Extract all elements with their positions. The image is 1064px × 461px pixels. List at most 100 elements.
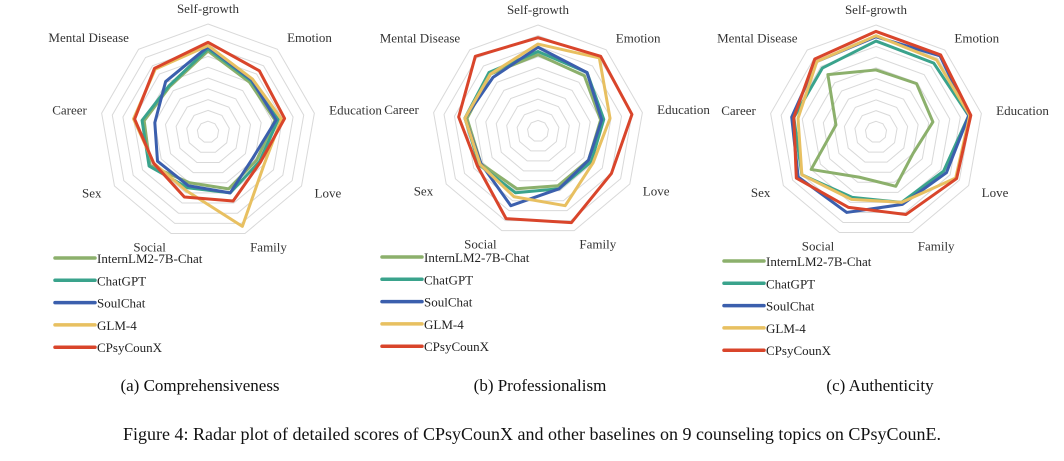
series-line-glm-4 <box>463 42 612 208</box>
subcaption-authenticity: (c) Authenticity <box>826 376 934 395</box>
legend-label: GLM-4 <box>424 317 464 332</box>
legend-label: GLM-4 <box>766 321 806 336</box>
grid-ring <box>433 24 643 232</box>
series-line-cpsycounx <box>457 36 634 225</box>
grid-ring <box>854 110 898 153</box>
grid-ring <box>801 56 951 203</box>
legend[interactable]: InternLM2-7B-Chat ChatGPT SoulChat GLM-4 CPs… <box>380 250 530 354</box>
axis-label-career: Career <box>52 103 87 118</box>
axis-label-education: Education <box>657 102 710 117</box>
grid-ring <box>770 24 982 234</box>
axis-labels: Self-growth Emotion Education Love Family Soc… <box>380 2 711 252</box>
legend-label: SoulChat <box>424 295 473 310</box>
series-line-internlm2-7b-chat <box>809 68 935 188</box>
grid-ring <box>111 34 305 224</box>
axis-label-mental-disease: Mental Disease <box>48 30 129 45</box>
legend-item-glm-4[interactable]: GLM-4 <box>380 317 464 332</box>
legend-label: InternLM2-7B-Chat <box>766 254 872 269</box>
legend-item-cpsycounx[interactable]: CPsyCounX <box>53 340 163 355</box>
legend-label: ChatGPT <box>766 276 815 291</box>
grid-ring <box>864 120 888 143</box>
series-lines <box>457 36 634 225</box>
legend-label: CPsyCounX <box>766 343 832 358</box>
axis-label-emotion: Emotion <box>616 30 661 45</box>
axis-label-social: Social <box>133 240 166 255</box>
legend-item-glm-4[interactable]: GLM-4 <box>53 318 137 333</box>
axis-label-social: Social <box>464 237 497 252</box>
radar-chart-comprehensiveness: Self-growth Emotion Education Love Family Soc… <box>48 1 382 355</box>
axis-label-education: Education <box>329 103 382 118</box>
radar-panel-authenticity: Self-growth Emotion Education Love Family Soc… <box>710 0 1050 370</box>
axis-label-love: Love <box>643 184 670 199</box>
legend-label: InternLM2-7B-Chat <box>424 250 530 265</box>
axis-label-sex: Sex <box>82 186 102 201</box>
subcaption-professionalism: (b) Professionalism <box>473 376 607 395</box>
axis-label-education: Education <box>996 103 1049 118</box>
legend[interactable]: InternLM2-7B-Chat ChatGPT SoulChat GLM-4 CPs… <box>53 251 203 355</box>
grid-ring <box>196 120 220 143</box>
legend-item-chatgpt[interactable]: ChatGPT <box>380 272 473 287</box>
grid-ring <box>812 67 940 193</box>
grid-ring <box>495 88 581 172</box>
grid-ring <box>154 77 262 184</box>
axis-label-self-growth: Self-growth <box>177 1 240 16</box>
axis-label-career: Career <box>384 102 419 117</box>
legend-item-cpsycounx[interactable]: CPsyCounX <box>722 343 832 358</box>
axis-label-family: Family <box>918 239 955 254</box>
series-lines <box>790 29 973 216</box>
legend-label: GLM-4 <box>97 318 137 333</box>
series-line-cpsycounx <box>133 40 287 203</box>
legend-label: CPsyCounX <box>97 340 163 355</box>
grid-ring <box>175 99 241 163</box>
axis-labels: Self-growth Emotion Education Love Family Soc… <box>717 2 1049 254</box>
axis-label-self-growth: Self-growth <box>507 2 570 17</box>
series-line-soulchat <box>790 35 971 214</box>
grid-ring <box>101 23 315 234</box>
axis-label-love: Love <box>315 186 342 201</box>
legend-label: SoulChat <box>97 296 146 311</box>
radar-panel-comprehensiveness: Self-growth Emotion Education Love Family Soc… <box>30 0 382 370</box>
axis-label-self-growth: Self-growth <box>845 2 908 17</box>
legend-item-internlm2-7b-chat[interactable]: InternLM2-7B-Chat <box>380 250 530 265</box>
axis-label-emotion: Emotion <box>954 31 999 46</box>
grid-ring <box>122 45 294 214</box>
legend-item-internlm2-7b-chat[interactable]: InternLM2-7B-Chat <box>53 251 203 266</box>
axis-label-sex: Sex <box>751 185 771 200</box>
series-line-soulchat <box>153 45 278 195</box>
radar-panel-professionalism: Self-growth Emotion Education Love Family Soc… <box>370 0 711 370</box>
legend-label: ChatGPT <box>424 272 473 287</box>
grid-ring <box>822 77 930 183</box>
legend-item-chatgpt[interactable]: ChatGPT <box>722 276 815 291</box>
series-line-soulchat <box>463 45 604 208</box>
grid-ring <box>453 45 623 212</box>
legend-item-soulchat[interactable]: SoulChat <box>380 295 473 310</box>
legend-item-cpsycounx[interactable]: CPsyCounX <box>380 339 490 354</box>
grid-ring <box>527 119 549 142</box>
legend-label: SoulChat <box>766 299 815 314</box>
axis-labels: Self-growth Emotion Education Love Family Soc… <box>48 1 382 255</box>
axis-label-family: Family <box>579 237 616 252</box>
axis-label-mental-disease: Mental Disease <box>380 30 461 45</box>
legend-label: CPsyCounX <box>424 339 490 354</box>
axis-label-social: Social <box>802 239 835 254</box>
grid-ring <box>186 109 230 153</box>
legend-item-chatgpt[interactable]: ChatGPT <box>53 273 146 288</box>
legend-item-soulchat[interactable]: SoulChat <box>53 296 146 311</box>
legend[interactable]: InternLM2-7B-Chat ChatGPT SoulChat GLM-4 CPs… <box>722 254 872 358</box>
axis-label-emotion: Emotion <box>287 30 332 45</box>
legend-label: InternLM2-7B-Chat <box>97 251 203 266</box>
series-lines <box>132 40 287 228</box>
legend-item-internlm2-7b-chat[interactable]: InternLM2-7B-Chat <box>722 254 872 269</box>
grid-ring <box>516 109 560 152</box>
grid-ring <box>833 88 919 173</box>
series-line-cpsycounx <box>792 29 973 216</box>
axis-label-family: Family <box>250 240 287 255</box>
radar-grid <box>101 23 315 234</box>
axis-label-love: Love <box>982 185 1009 200</box>
legend-item-soulchat[interactable]: SoulChat <box>722 299 815 314</box>
legend-item-glm-4[interactable]: GLM-4 <box>722 321 806 336</box>
axis-label-mental-disease: Mental Disease <box>717 31 798 46</box>
radar-chart-professionalism: Self-growth Emotion Education Love Family Soc… <box>380 2 711 354</box>
grid-ring <box>843 99 909 163</box>
axis-label-sex: Sex <box>414 184 434 199</box>
